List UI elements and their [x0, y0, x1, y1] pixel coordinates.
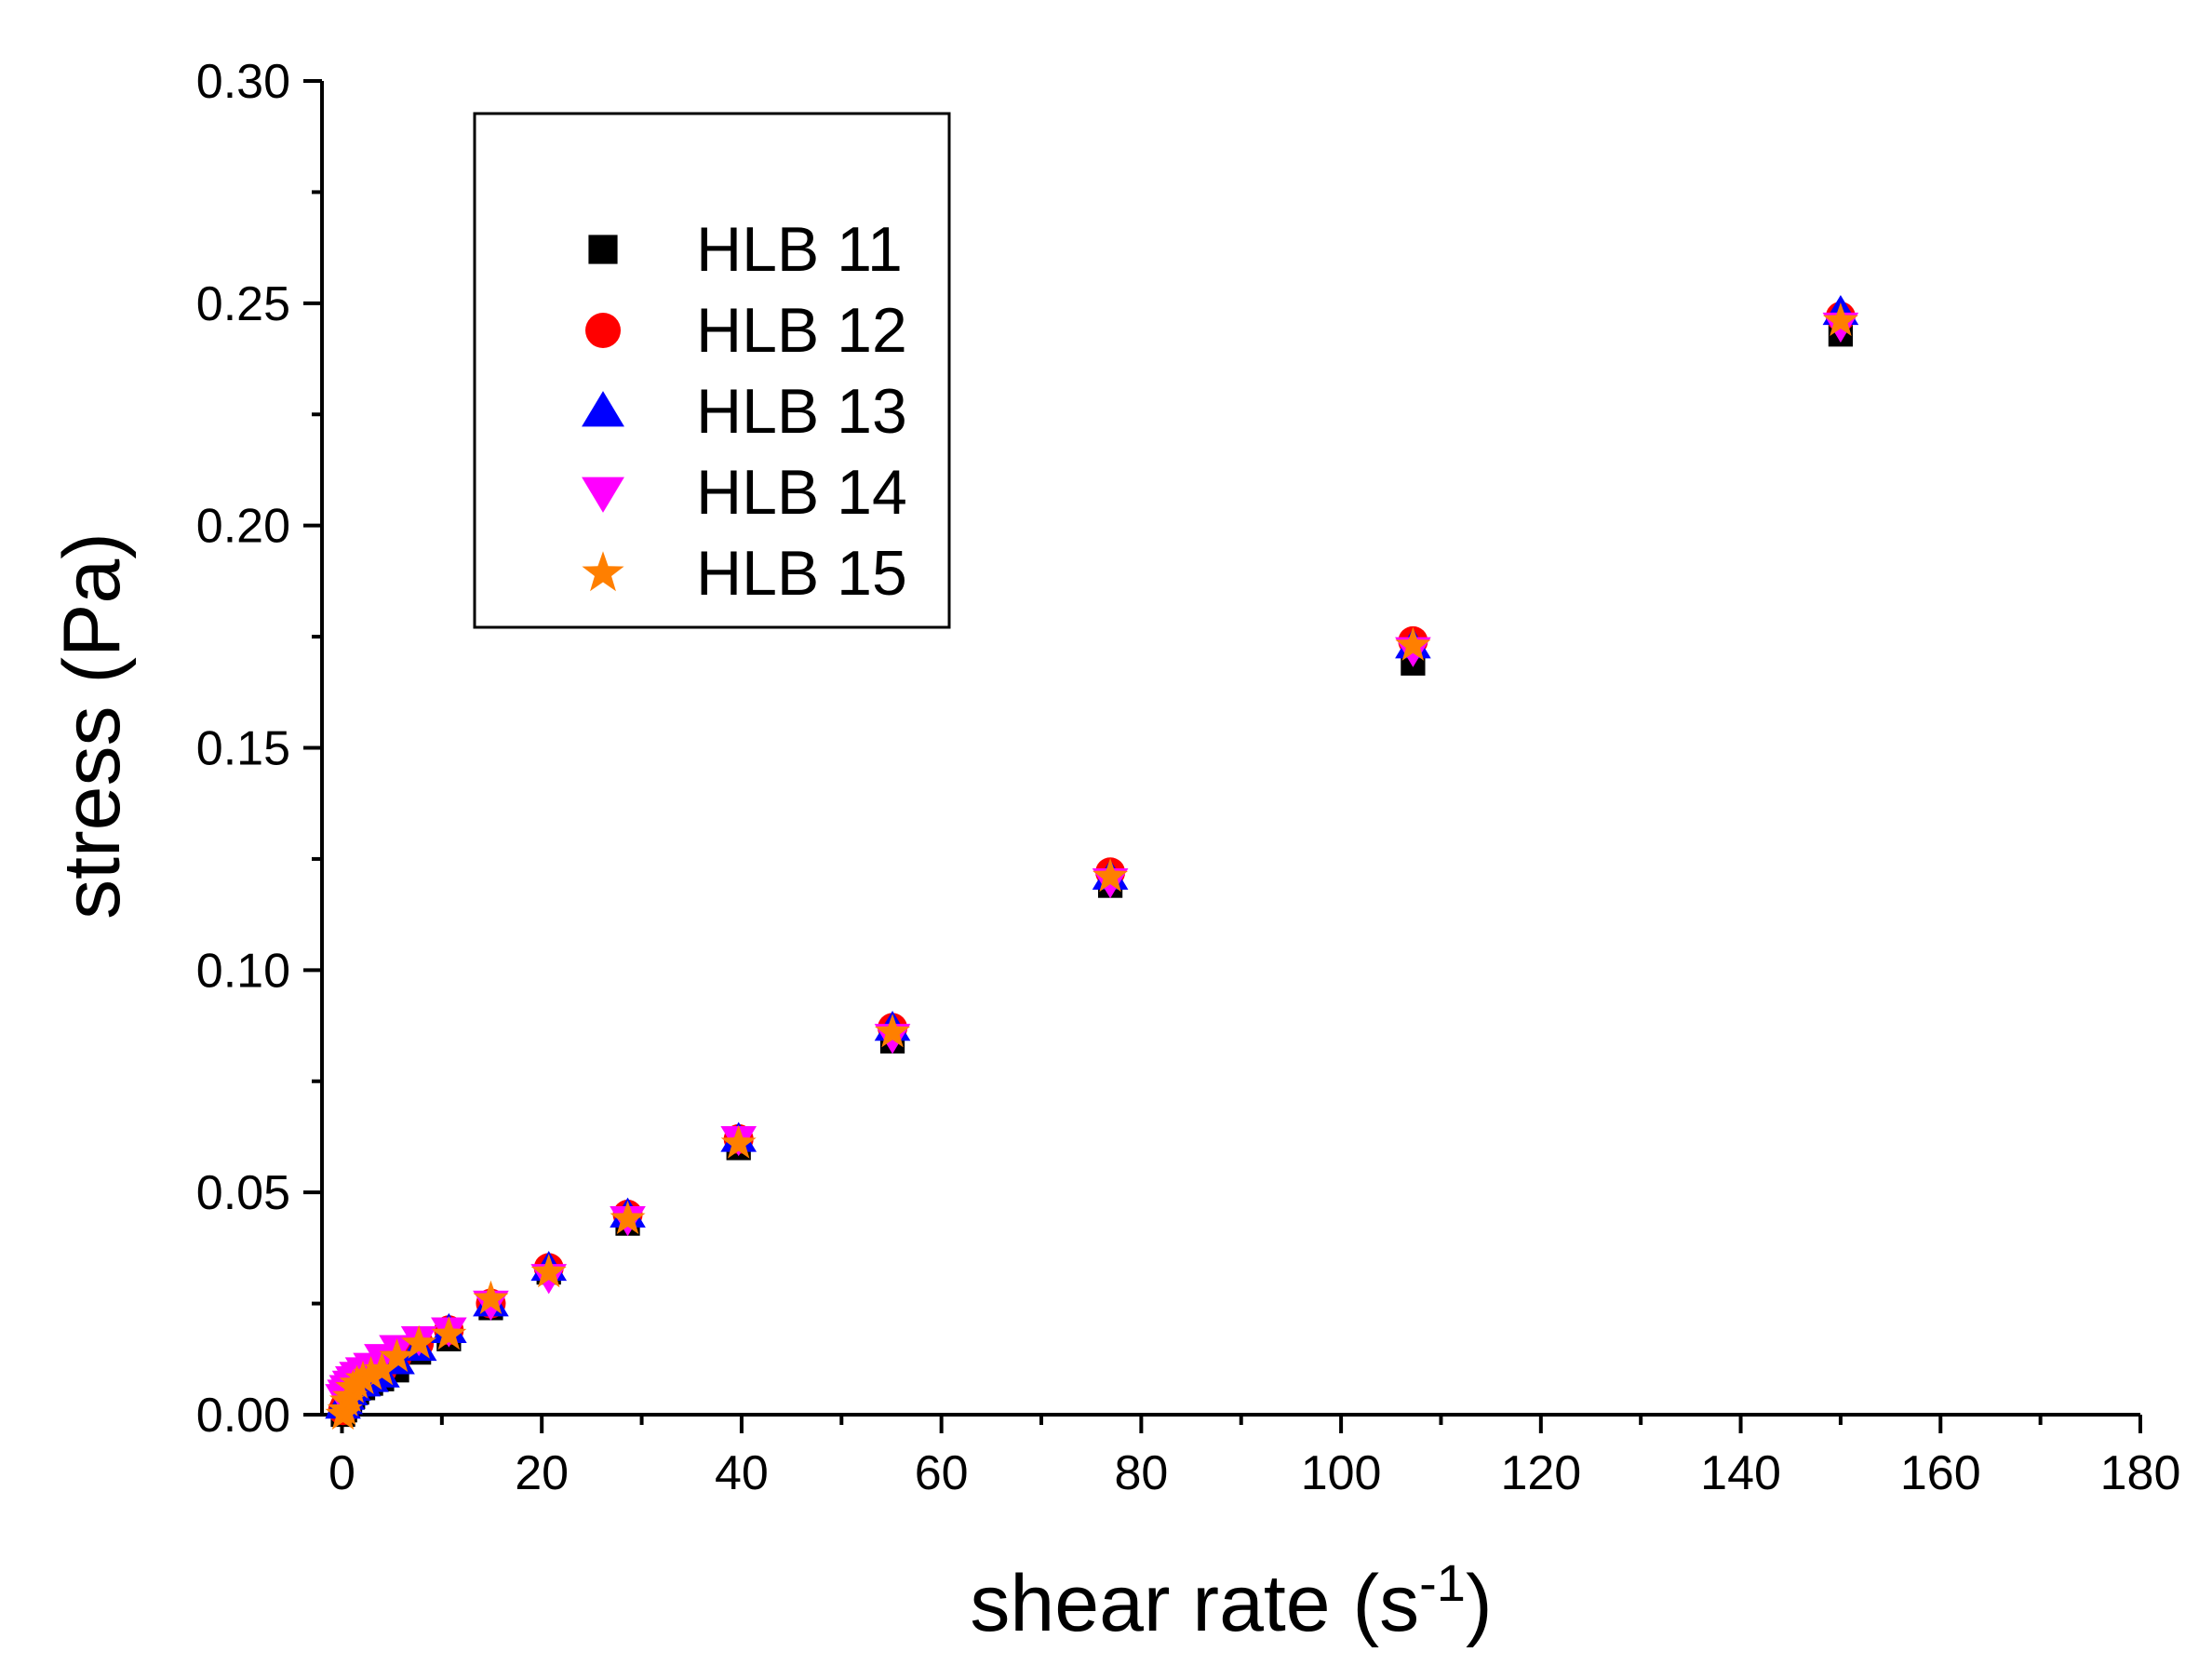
legend-marker: [582, 391, 624, 427]
y-tick-label: 0.05: [196, 1166, 290, 1220]
data-point: [345, 1360, 382, 1394]
y-tick-label: 0.00: [196, 1389, 290, 1443]
legend-label: HLB 12: [696, 295, 907, 366]
axes: 0 20 40 60 80 100 120 140 160 180 0.00 0.05 0.10 0.15…: [196, 55, 2181, 1500]
x-tick-label: 100: [1301, 1446, 1382, 1500]
y-tick-label: 0.10: [196, 944, 290, 998]
legend: HLB 11 HLB 12 HLB 13 HLB 14 HLB 15: [473, 112, 951, 629]
x-tick-label: 20: [515, 1446, 569, 1500]
data-point: [720, 1124, 757, 1159]
legend-marker: [585, 313, 621, 348]
x-axis-title: shear rate (s-1): [970, 1553, 1492, 1648]
data-point: [353, 1356, 389, 1390]
data-point: [401, 1324, 437, 1359]
x-axis-title-close: ): [1466, 1559, 1493, 1648]
data-point: [379, 1337, 415, 1373]
legend-label: HLB 13: [696, 376, 907, 447]
x-tick-label: 80: [1114, 1446, 1168, 1500]
legend-marker: [582, 477, 624, 513]
axis-labels: shear rate (s-1) stress (Pa): [47, 532, 1493, 1648]
x-tick-label: 140: [1700, 1446, 1781, 1500]
data-point: [431, 1316, 467, 1350]
data-point: [473, 1280, 509, 1314]
legend-label: HLB 14: [696, 457, 907, 528]
y-tick-label: 0.15: [196, 722, 290, 776]
legend-label: HLB 11: [696, 214, 903, 285]
data-point: [530, 1254, 567, 1288]
x-axis-title-main: shear rate (s: [970, 1559, 1419, 1648]
legend-marker: [588, 235, 618, 264]
data-point: [364, 1351, 400, 1386]
x-tick-label: 0: [328, 1446, 355, 1500]
x-tick-label: 40: [715, 1446, 769, 1500]
legend-label: HLB 15: [696, 538, 907, 609]
y-tick-label: 0.20: [196, 500, 290, 554]
x-tick-label: 60: [915, 1446, 969, 1500]
y-axis-title: stress (Pa): [47, 532, 137, 920]
data-points: [325, 294, 1859, 1431]
legend-marker: [582, 551, 624, 592]
y-tick-label: 0.25: [196, 277, 290, 331]
series-hlb-15: [325, 302, 1858, 1431]
legend-box: [473, 112, 951, 629]
x-tick-label: 120: [1500, 1446, 1581, 1500]
data-point: [1395, 626, 1431, 661]
x-axis-title-superscript: -1: [1419, 1553, 1466, 1612]
data-point: [610, 1200, 646, 1235]
x-tick-label: 160: [1900, 1446, 1981, 1500]
data-point: [1093, 858, 1129, 893]
data-point: [1822, 302, 1858, 337]
x-tick-label: 180: [2100, 1446, 2181, 1500]
data-point: [875, 1014, 911, 1048]
y-tick-label: 0.30: [196, 55, 290, 109]
